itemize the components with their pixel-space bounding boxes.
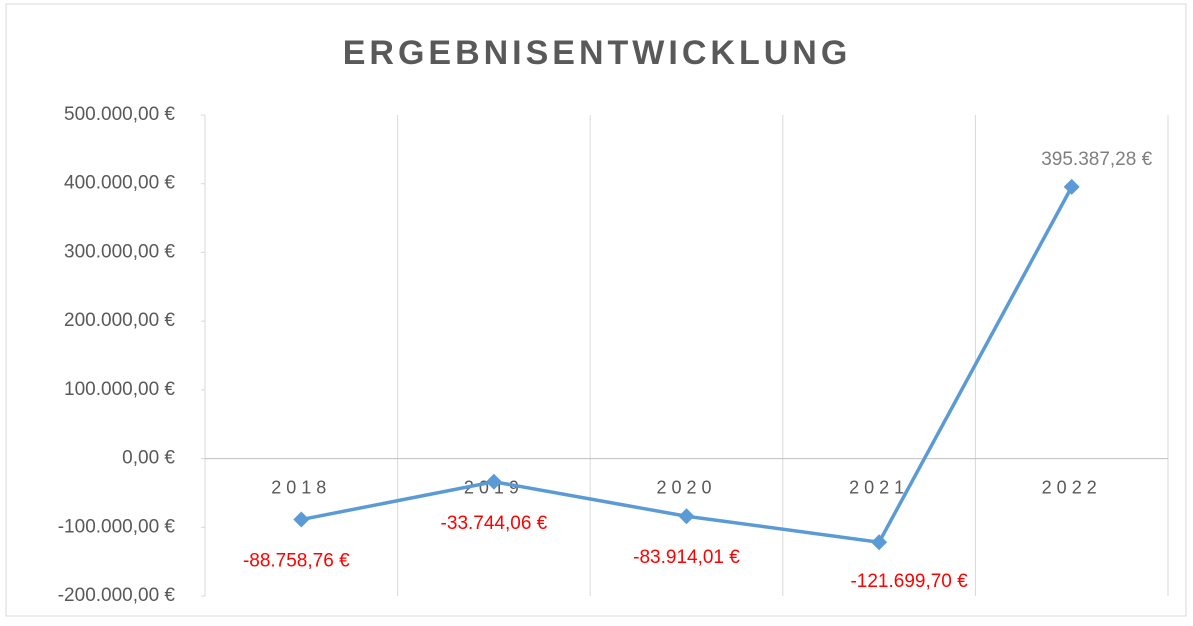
y-tick-label: 100.000,00 € [64,379,175,400]
y-tick-label: 200.000,00 € [64,310,175,331]
x-tick-label: 2022 [1042,477,1102,497]
chart-frame [5,3,1187,617]
data-label: -88.758,76 € [243,551,350,572]
data-label: -121.699,70 € [850,571,968,592]
x-tick-label: 2018 [271,477,331,497]
data-label: -33.744,06 € [441,513,548,534]
marker [485,473,502,490]
y-tick-label: -100.000,00 € [58,516,176,537]
marker [293,511,310,528]
y-tick-label: 0,00 € [122,448,175,469]
x-tick-label: 2020 [656,477,716,497]
y-tick-label: 300.000,00 € [64,241,175,262]
chart-title: ERGEBNISENTWICKLUNG [343,34,852,72]
y-tick-label: 400.000,00 € [64,173,175,194]
marker [871,534,888,551]
x-tick-label: 2021 [849,477,909,497]
data-label: 395.387,28 € [1041,149,1152,170]
y-tick-label: -200.000,00 € [58,585,176,606]
marker [1063,178,1080,195]
y-tick-label: 500.000,00 € [64,104,175,125]
marker [678,508,695,525]
data-label: -83.914,01 € [633,547,740,568]
